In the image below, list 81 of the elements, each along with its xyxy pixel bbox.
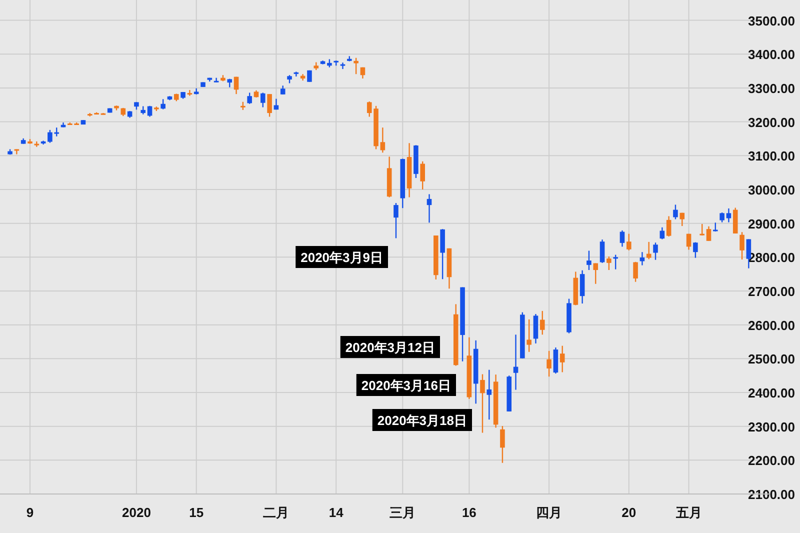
candlestick bbox=[187, 89, 192, 96]
candlestick bbox=[686, 233, 692, 250]
candlestick bbox=[560, 345, 565, 373]
candlestick bbox=[732, 207, 738, 234]
y-tick-label: 3100.00 bbox=[748, 148, 795, 164]
candlestick bbox=[720, 212, 724, 223]
candlestick bbox=[620, 230, 625, 248]
candlestick bbox=[14, 148, 20, 155]
candlestick bbox=[546, 350, 552, 378]
candlestick bbox=[600, 238, 605, 264]
y-tick-label: 2200.00 bbox=[748, 453, 795, 468]
candlestick bbox=[247, 92, 252, 104]
annotation: 2020年3月12日 bbox=[345, 340, 435, 355]
candlestick bbox=[740, 232, 744, 260]
y-tick-label: 3400.00 bbox=[748, 47, 795, 62]
candlestick bbox=[726, 208, 732, 223]
candlestick bbox=[586, 250, 592, 271]
candlestick bbox=[480, 374, 485, 434]
candlestick bbox=[260, 92, 266, 108]
candlestick bbox=[440, 228, 445, 280]
candlestick bbox=[340, 62, 346, 70]
candlestick bbox=[513, 334, 518, 390]
x-tick-label: 四月 bbox=[536, 505, 562, 520]
x-tick-label: 9 bbox=[26, 505, 34, 520]
candlestick bbox=[380, 126, 386, 154]
candlestick bbox=[673, 204, 678, 220]
candlestick bbox=[160, 98, 166, 110]
x-tick-label: 14 bbox=[328, 505, 344, 520]
candlestick bbox=[553, 346, 558, 374]
y-tick-label: 2800.00 bbox=[748, 250, 795, 266]
x-tick-label: 15 bbox=[189, 505, 204, 520]
candlestick bbox=[580, 270, 585, 304]
annotation: 2020年3月16日 bbox=[356, 374, 456, 396]
candlestick bbox=[420, 160, 425, 190]
candlestick bbox=[626, 233, 632, 251]
candlestick bbox=[294, 71, 299, 78]
y-tick-label: 2900.00 bbox=[748, 216, 795, 232]
y-tick-label: 2600.00 bbox=[748, 318, 795, 333]
candlestick bbox=[706, 226, 712, 242]
candlestick bbox=[426, 194, 432, 224]
y-tick-label: 2700.00 bbox=[748, 284, 795, 299]
y-tick-label: 3500.00 bbox=[748, 13, 795, 28]
x-tick-label: 三月 bbox=[390, 505, 416, 520]
candlestick bbox=[267, 93, 272, 118]
candlestick bbox=[593, 262, 598, 284]
candlestick bbox=[234, 76, 239, 95]
annotation: 2020年3月9日 bbox=[296, 246, 388, 268]
candlestick bbox=[533, 313, 538, 344]
candlestick bbox=[613, 254, 618, 270]
y-tick-label: 2300.00 bbox=[748, 419, 795, 434]
annotation: 2020年3月9日 bbox=[300, 250, 383, 265]
candlestick bbox=[486, 369, 492, 420]
candlestick bbox=[693, 242, 698, 258]
y-tick-label: 3300.00 bbox=[748, 80, 795, 96]
annotation: 2020年3月18日 bbox=[372, 409, 472, 431]
annotation: 2020年3月18日 bbox=[377, 413, 467, 428]
candlestick bbox=[526, 318, 532, 352]
x-tick-label: 2020 bbox=[122, 505, 151, 520]
annotation: 2020年3月12日 bbox=[340, 336, 440, 358]
annotation: 2020年3月16日 bbox=[361, 378, 451, 393]
x-tick-label: 20 bbox=[622, 505, 636, 520]
candlestick bbox=[666, 216, 672, 238]
y-tick-label: 3000.00 bbox=[748, 182, 795, 198]
candlestick bbox=[500, 425, 505, 464]
x-tick-label: 二月 bbox=[263, 505, 290, 520]
candlestick bbox=[660, 226, 665, 240]
candlestick bbox=[653, 242, 658, 260]
candlestick bbox=[606, 256, 612, 271]
y-tick-label: 2100.00 bbox=[748, 487, 795, 502]
x-tick-label: 16 bbox=[462, 505, 476, 520]
x-tick-label: 五月 bbox=[674, 505, 702, 520]
candlestick bbox=[700, 223, 704, 236]
candlestick bbox=[394, 202, 398, 239]
candlestick bbox=[354, 57, 358, 75]
candlestick bbox=[646, 241, 652, 260]
candlestick bbox=[680, 212, 685, 227]
y-tick-label: 2400.00 bbox=[748, 385, 795, 400]
y-tick-label: 3200.00 bbox=[748, 114, 795, 130]
candlestick bbox=[540, 310, 545, 336]
candlestick bbox=[633, 261, 638, 282]
y-tick-label: 2500.00 bbox=[748, 352, 795, 367]
